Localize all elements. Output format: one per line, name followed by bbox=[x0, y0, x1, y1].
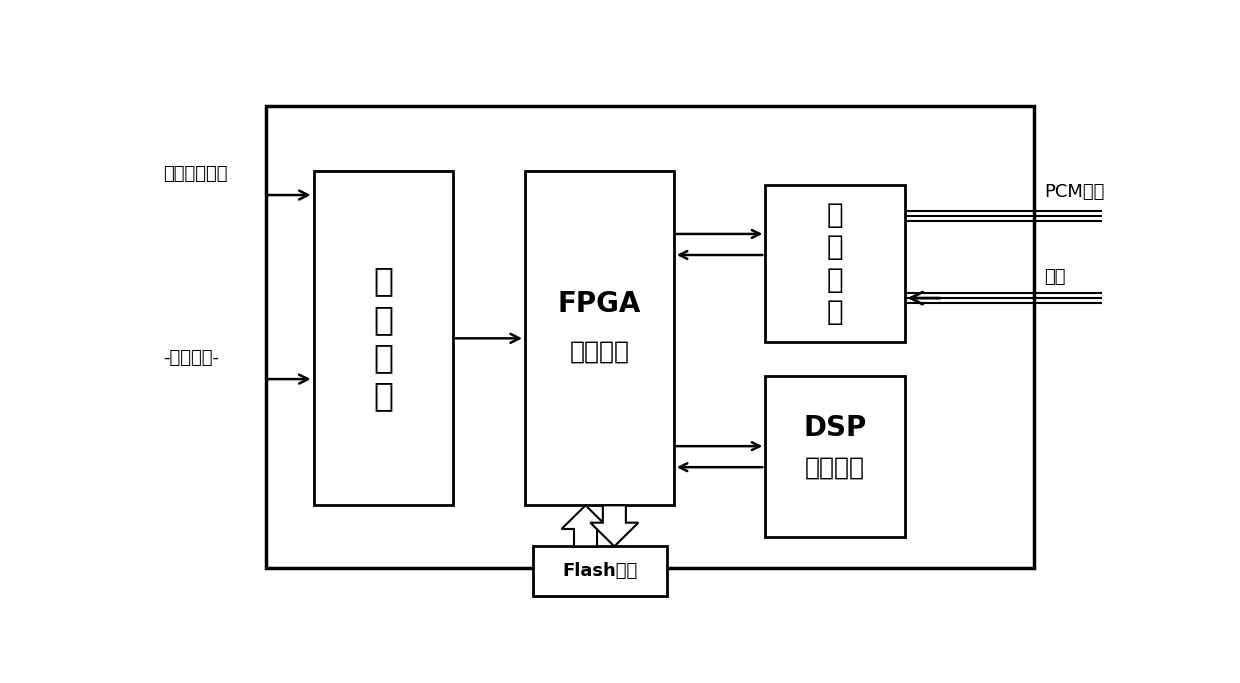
FancyArrow shape bbox=[562, 505, 610, 546]
Bar bbox=[265, 106, 1034, 568]
Bar bbox=[765, 184, 905, 342]
Text: 逻辑控制: 逻辑控制 bbox=[569, 339, 630, 363]
Text: Flash存储: Flash存储 bbox=[562, 562, 637, 581]
Text: 数
据
采
集: 数 据 采 集 bbox=[373, 264, 393, 412]
Text: 数
据
通
信: 数 据 通 信 bbox=[827, 201, 843, 326]
Bar bbox=[533, 546, 667, 596]
Text: -启动信号-: -启动信号- bbox=[162, 349, 218, 367]
Text: 算法实现: 算法实现 bbox=[805, 455, 866, 479]
Bar bbox=[314, 171, 453, 505]
Text: FPGA: FPGA bbox=[558, 290, 641, 318]
Text: PCM数据: PCM数据 bbox=[1044, 184, 1105, 201]
Bar bbox=[525, 171, 675, 505]
FancyArrow shape bbox=[590, 505, 639, 546]
Text: 命令: 命令 bbox=[1044, 268, 1065, 286]
Bar bbox=[765, 376, 905, 537]
Text: 四路噪声信号: 四路噪声信号 bbox=[162, 165, 227, 183]
Text: DSP: DSP bbox=[804, 414, 867, 442]
